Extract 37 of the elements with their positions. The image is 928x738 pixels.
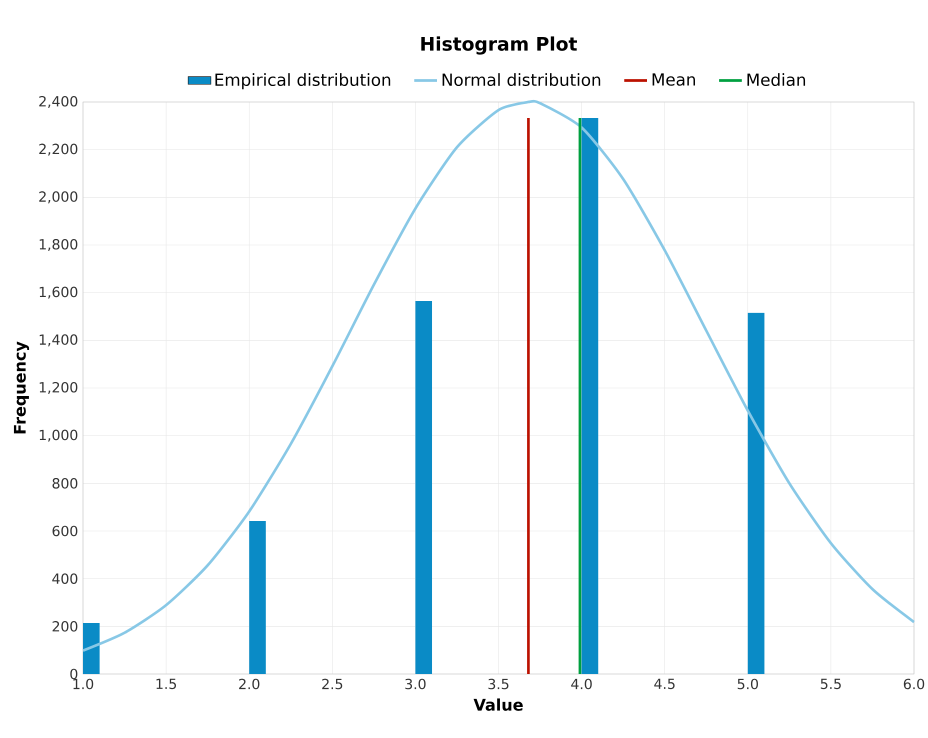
bar: [748, 312, 764, 674]
y-tick-label: 1,200: [40, 382, 78, 394]
x-axis-title: Value: [474, 698, 523, 711]
y-tick-label: 400: [52, 573, 78, 584]
bar: [415, 301, 432, 674]
line-series: [82, 100, 916, 652]
y-tick-label: 1,400: [40, 334, 78, 346]
x-tick-label: 1.5: [156, 678, 176, 690]
y-tick-label: 2,000: [39, 191, 78, 204]
x-tick-label: 3.0: [405, 678, 426, 690]
y-tick-label: 1,000: [40, 430, 78, 442]
y-tick-label: 1,600: [40, 286, 78, 299]
bar: [582, 118, 598, 674]
bar: [83, 622, 100, 674]
y-tick-label: 1,800: [40, 238, 78, 251]
bar: [249, 520, 266, 674]
y-tick-label: 2,400: [39, 96, 78, 108]
y-tick-label: 0: [70, 668, 78, 680]
y-tick-label: 2,200: [39, 144, 78, 156]
chart-title: Histogram Plot: [421, 36, 577, 55]
x-tick-label: 2.5: [322, 678, 342, 690]
x-tick-label: 1.0: [73, 678, 94, 690]
x-tick-label: 6.0: [904, 678, 924, 690]
x-tick-label: 5.5: [820, 678, 841, 690]
legend-label: Normal distribution: [442, 73, 600, 86]
x-tick-label: 4.0: [571, 678, 592, 690]
x-tick-label: 2.0: [239, 678, 260, 690]
y-tick-label: 200: [52, 621, 78, 632]
x-tick-label: 5.0: [738, 678, 758, 690]
legend-label: Median: [747, 73, 806, 86]
y-tick-label: 800: [52, 478, 78, 489]
x-tick-label: 3.5: [488, 678, 508, 690]
y-axis-title: Frequency: [14, 341, 30, 434]
y-tick-label: 600: [52, 526, 78, 536]
legend-label: Mean: [652, 73, 695, 86]
legend-label: Empirical distribution: [215, 73, 390, 90]
x-tick-label: 4.5: [654, 678, 675, 690]
